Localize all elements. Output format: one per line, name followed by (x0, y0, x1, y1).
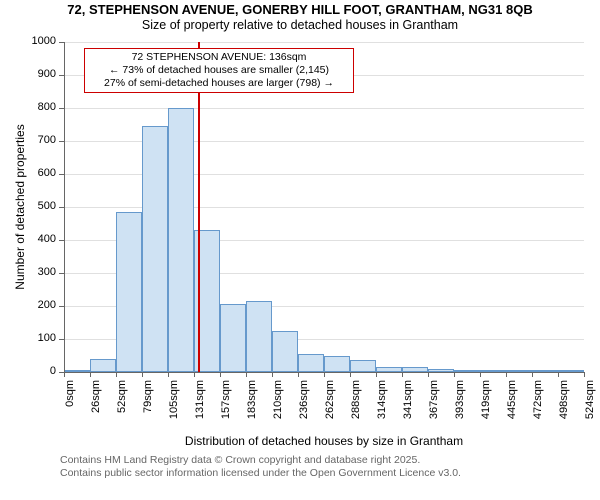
y-tick-label: 0 (50, 365, 56, 377)
annotation-line-2: ← 73% of detached houses are smaller (2,… (88, 64, 350, 77)
x-tick-label: 367sqm (428, 380, 440, 419)
annotation-box: 72 STEPHENSON AVENUE: 136sqm← 73% of det… (84, 48, 354, 93)
x-tick-label: 210sqm (272, 380, 284, 419)
y-tick-label: 800 (38, 101, 56, 113)
x-tick-label: 26sqm (90, 380, 102, 413)
y-tick-label: 1000 (32, 35, 56, 47)
histogram-bar (142, 126, 168, 372)
y-tick-label: 300 (38, 266, 56, 278)
histogram-bar (220, 304, 246, 372)
x-tick-label: 236sqm (298, 380, 310, 419)
plot-area: 010020030040050060070080090010000sqm26sq… (64, 42, 584, 372)
x-tick-label: 498sqm (558, 380, 570, 419)
title-block: 72, STEPHENSON AVENUE, GONERBY HILL FOOT… (0, 0, 600, 33)
annotation-line-3: 27% of semi-detached houses are larger (… (88, 77, 350, 90)
x-tick-label: 157sqm (220, 380, 232, 419)
y-axis-line (64, 42, 65, 372)
y-tick-label: 200 (38, 299, 56, 311)
title-line-1: 72, STEPHENSON AVENUE, GONERBY HILL FOOT… (0, 2, 600, 18)
x-tick-label: 52sqm (116, 380, 128, 413)
histogram-bar (324, 356, 350, 373)
histogram-bar (116, 212, 142, 372)
title-line-2: Size of property relative to detached ho… (0, 18, 600, 34)
y-tick-label: 500 (38, 200, 56, 212)
histogram-bar (272, 331, 298, 372)
footer-line-1: Contains HM Land Registry data © Crown c… (60, 454, 590, 467)
x-tick-label: 105sqm (168, 380, 180, 419)
x-tick-label: 393sqm (454, 380, 466, 419)
y-tick-label: 400 (38, 233, 56, 245)
y-tick-label: 600 (38, 167, 56, 179)
chart-root: 72, STEPHENSON AVENUE, GONERBY HILL FOOT… (0, 0, 600, 500)
y-tick-label: 100 (38, 332, 56, 344)
footer-attribution: Contains HM Land Registry data © Crown c… (60, 454, 590, 480)
x-tick-label: 314sqm (376, 380, 388, 419)
x-tick-label: 262sqm (324, 380, 336, 419)
grid-line (64, 42, 584, 43)
x-tick-label: 288sqm (350, 380, 362, 419)
y-tick-label: 700 (38, 134, 56, 146)
annotation-line-1: 72 STEPHENSON AVENUE: 136sqm (88, 51, 350, 64)
x-axis-label: Distribution of detached houses by size … (64, 434, 584, 448)
histogram-bar (246, 301, 272, 372)
histogram-bar (350, 360, 376, 372)
x-tick-label: 524sqm (584, 380, 596, 419)
x-tick-label: 472sqm (532, 380, 544, 419)
x-axis-line (64, 372, 584, 373)
x-tick-label: 419sqm (480, 380, 492, 419)
y-axis-label: Number of detached properties (13, 117, 27, 297)
x-tick-label: 183sqm (246, 380, 258, 419)
histogram-bar (168, 108, 194, 372)
grid-line (64, 108, 584, 109)
x-tick-label: 341sqm (402, 380, 414, 419)
histogram-bar (90, 359, 116, 372)
histogram-bar (298, 354, 324, 372)
x-tick-label: 0sqm (64, 380, 76, 407)
x-tick-label: 131sqm (194, 380, 206, 419)
x-tick-mark (584, 372, 585, 377)
y-tick-label: 900 (38, 68, 56, 80)
footer-line-2: Contains public sector information licen… (60, 467, 590, 480)
x-tick-label: 79sqm (142, 380, 154, 413)
x-tick-label: 445sqm (506, 380, 518, 419)
